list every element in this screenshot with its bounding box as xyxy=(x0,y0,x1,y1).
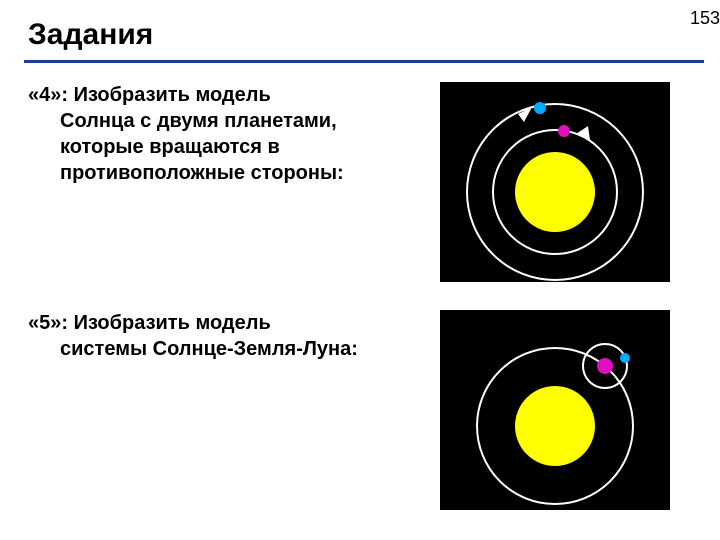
title-rule xyxy=(24,60,704,63)
task-4-body: Солнца с двумя планетами, которые вращаю… xyxy=(28,108,388,186)
task-4-line1: Изобразить модель xyxy=(74,84,271,106)
task-5: «5»: Изобразить модель системы Солнце-Зе… xyxy=(28,310,388,362)
orbit-svg-5 xyxy=(440,310,670,510)
page-number: 153 xyxy=(690,8,720,29)
task-4: «4»: Изобразить модель Солнца с двумя пл… xyxy=(28,82,388,186)
task-5-line1: Изобразить модель xyxy=(74,312,271,334)
task-5-label: «5»: xyxy=(28,312,74,334)
task-4-label: «4»: xyxy=(28,84,74,106)
task-5-body: системы Солнце-Земля-Луна: xyxy=(28,336,388,362)
page-title: Задания xyxy=(28,18,153,52)
diagram-task-4 xyxy=(440,82,670,282)
orbit-svg-4 xyxy=(440,82,670,282)
diagram-task-5 xyxy=(440,310,670,510)
